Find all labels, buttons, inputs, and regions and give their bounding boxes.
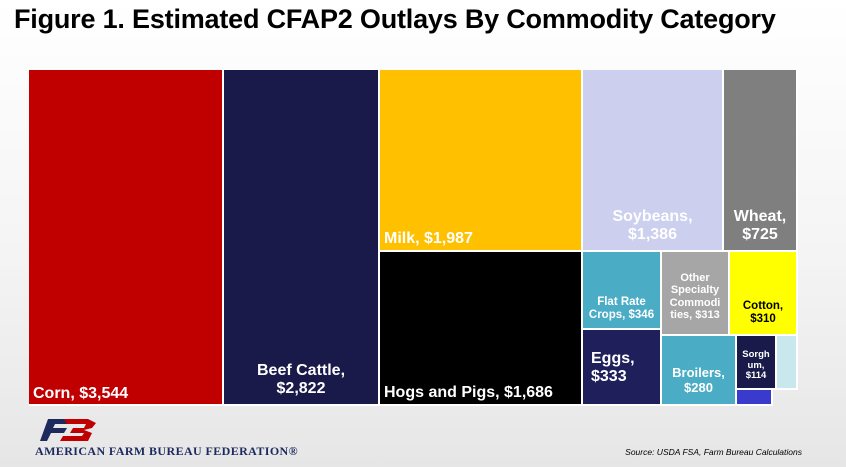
organization-name: AMERICAN FARM BUREAU FEDERATION®: [35, 444, 298, 458]
treemap-cell-beef-cattle: Beef Cattle, $2,822: [224, 70, 380, 406]
treemap-cell-flat-rate-crops: Flat Rate Crops, $346: [583, 252, 662, 330]
treemap-label: Milk, $1,987: [384, 230, 473, 248]
treemap-label-line: Hogs and Pigs, $1,686: [384, 384, 553, 401]
treemap-label-line: Sorgh: [742, 349, 770, 360]
treemap-cell-eggs: Eggs, $333: [583, 330, 662, 406]
treemap-label-line: Beef Cattle,: [256, 362, 346, 379]
treemap-label-line: Cotton,: [742, 300, 784, 312]
treemap-label-line: $280: [684, 379, 713, 395]
treemap-cell-soybeans: Soybeans, $1,386: [583, 70, 724, 252]
treemap: Corn, $3,544 Beef Cattle, $2,822 Milk, $1,9…: [29, 70, 798, 406]
treemap-cell-milk: Milk, $1,987: [380, 70, 583, 252]
treemap-label-line: $2,822: [276, 379, 326, 397]
treemap-label-line: Wheat,: [733, 208, 787, 225]
treemap-label-line: Soybeans,: [612, 208, 693, 225]
treemap-cell-other-specialty-commodities: Other Specialty Commodi ties, $313: [662, 252, 730, 336]
treemap-label-line: Flat Rate: [597, 296, 646, 308]
treemap-label-line: Specialty: [670, 284, 720, 297]
treemap-label: Eggs, $333: [591, 350, 635, 386]
treemap-label-line: $333: [591, 367, 627, 385]
treemap-label: Cotton, $310: [730, 300, 796, 326]
treemap-label-line: Corn, $3,544: [33, 385, 129, 402]
treemap-cell-unlabeled-13: [737, 390, 773, 406]
treemap-label: Soybeans, $1,386: [583, 208, 722, 244]
treemap-label-line: $114: [745, 370, 767, 382]
treemap-label-line: um,: [747, 359, 765, 371]
treemap-cell-broilers: Broilers, $280: [662, 336, 737, 406]
treemap-label: Wheat, $725: [724, 208, 796, 244]
treemap-cell-cotton: Cotton, $310: [730, 252, 798, 336]
treemap-label: Sorgh um, $114: [737, 349, 775, 382]
treemap-cell-sorghum: Sorgh um, $114: [737, 336, 777, 390]
treemap-label: Other Specialty Commodi ties, $313: [662, 272, 728, 321]
treemap-label: Corn, $3,544: [33, 385, 128, 403]
chart-title: Figure 1. Estimated CFAP2 Outlays By Com…: [14, 4, 776, 34]
treemap-label: Beef Cattle, $2,822: [224, 362, 378, 398]
treemap-label: Flat Rate Crops, $346: [583, 296, 660, 322]
treemap-label: Broilers, $280: [662, 365, 735, 395]
treemap-cell-hogs-and-pigs: Hogs and Pigs, $1,686: [380, 252, 583, 406]
treemap-cell-corn: Corn, $3,544: [29, 70, 224, 406]
treemap-label-line: Commodi: [669, 296, 721, 309]
afbf-logo-icon: [40, 419, 96, 441]
treemap-cell-unlabeled-12: [777, 336, 798, 390]
treemap-label-line: Other: [680, 272, 710, 284]
treemap-label-line: Milk, $1,987: [384, 230, 473, 247]
treemap-label-line: $1,386: [628, 225, 677, 243]
treemap-cell-wheat: Wheat, $725: [724, 70, 798, 252]
treemap-label-line: Broilers,: [672, 365, 725, 380]
treemap-label-line: ties, $313: [670, 308, 720, 321]
treemap-label: Hogs and Pigs, $1,686: [384, 384, 553, 402]
treemap-label-line: Eggs,: [591, 350, 635, 367]
treemap-label-line: $310: [750, 312, 776, 325]
treemap-label-line: Crops, $346: [588, 308, 655, 321]
treemap-label-line: $725: [742, 225, 778, 243]
source-note: Source: USDA FSA, Farm Bureau Calculatio…: [625, 447, 802, 457]
